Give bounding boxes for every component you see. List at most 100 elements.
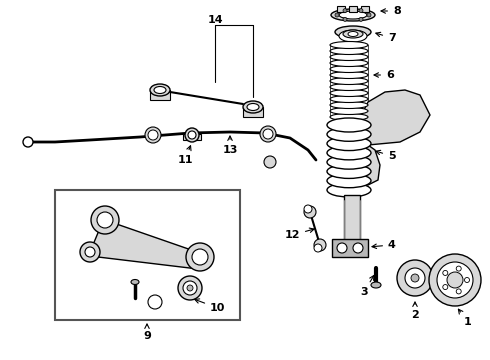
Circle shape [183, 281, 197, 295]
Text: 11: 11 [177, 146, 193, 165]
Ellipse shape [327, 183, 371, 197]
Circle shape [343, 9, 347, 13]
Text: 13: 13 [222, 136, 238, 155]
Circle shape [397, 260, 433, 296]
Circle shape [192, 249, 208, 265]
Text: 12: 12 [285, 228, 314, 240]
Circle shape [353, 243, 363, 253]
Text: 4: 4 [372, 240, 396, 250]
Bar [361, 6, 369, 12]
Ellipse shape [330, 108, 368, 114]
Circle shape [264, 156, 276, 168]
Text: 10: 10 [195, 299, 225, 313]
Ellipse shape [331, 9, 375, 21]
Ellipse shape [330, 54, 368, 60]
Bar [55, 190, 240, 320]
Circle shape [429, 254, 481, 306]
Ellipse shape [339, 11, 367, 19]
Ellipse shape [339, 30, 367, 42]
Ellipse shape [154, 86, 166, 94]
Circle shape [447, 272, 463, 288]
Ellipse shape [327, 174, 371, 188]
Ellipse shape [330, 48, 368, 54]
Circle shape [80, 242, 100, 262]
Ellipse shape [371, 282, 381, 288]
Ellipse shape [330, 72, 368, 78]
Circle shape [178, 276, 202, 300]
Circle shape [97, 212, 113, 228]
Ellipse shape [247, 104, 259, 111]
Circle shape [314, 244, 322, 252]
Ellipse shape [348, 32, 358, 36]
Bar [344, 195, 360, 245]
Bar [330, 45, 368, 117]
Text: 1: 1 [459, 309, 472, 327]
Ellipse shape [330, 90, 368, 96]
Circle shape [304, 206, 316, 218]
Circle shape [411, 274, 419, 282]
Text: 6: 6 [374, 70, 394, 80]
Bar [243, 107, 263, 117]
Ellipse shape [330, 95, 368, 103]
Bar [337, 6, 345, 12]
Text: 2: 2 [411, 302, 419, 320]
Circle shape [263, 129, 273, 139]
Circle shape [260, 126, 276, 142]
Bar [349, 6, 357, 12]
Ellipse shape [243, 101, 263, 113]
Ellipse shape [330, 41, 368, 49]
Circle shape [188, 131, 196, 139]
Ellipse shape [330, 77, 368, 85]
Ellipse shape [330, 102, 368, 108]
Polygon shape [360, 90, 430, 145]
Circle shape [465, 278, 469, 283]
Polygon shape [355, 145, 380, 185]
Circle shape [337, 243, 347, 253]
Ellipse shape [330, 66, 368, 72]
Ellipse shape [327, 165, 371, 179]
Ellipse shape [330, 113, 368, 121]
Circle shape [405, 268, 425, 288]
Ellipse shape [150, 84, 170, 96]
Ellipse shape [327, 136, 371, 150]
Circle shape [359, 17, 363, 21]
Circle shape [148, 295, 162, 309]
Ellipse shape [330, 59, 368, 67]
Ellipse shape [327, 127, 371, 141]
Ellipse shape [335, 26, 371, 38]
Circle shape [314, 239, 326, 251]
Circle shape [343, 17, 347, 21]
Circle shape [185, 128, 199, 142]
Text: 3: 3 [360, 275, 374, 297]
Ellipse shape [131, 279, 139, 284]
Circle shape [456, 266, 461, 271]
Circle shape [23, 137, 33, 147]
Circle shape [437, 262, 473, 298]
Circle shape [148, 130, 158, 140]
Text: 5: 5 [376, 150, 395, 161]
Circle shape [367, 13, 371, 17]
Bar [332, 239, 368, 257]
Bar [183, 134, 201, 140]
Ellipse shape [327, 118, 371, 132]
Bar [150, 90, 170, 100]
Ellipse shape [327, 146, 371, 160]
Circle shape [335, 13, 339, 17]
Polygon shape [90, 220, 200, 269]
Text: 8: 8 [381, 6, 401, 16]
Circle shape [304, 205, 312, 213]
Circle shape [456, 289, 461, 294]
Circle shape [145, 127, 161, 143]
Circle shape [359, 9, 363, 13]
Text: 9: 9 [143, 324, 151, 341]
Circle shape [187, 285, 193, 291]
Ellipse shape [330, 84, 368, 90]
Ellipse shape [343, 30, 363, 38]
Text: 14: 14 [207, 15, 223, 25]
Ellipse shape [327, 155, 371, 169]
Circle shape [91, 206, 119, 234]
Circle shape [186, 243, 214, 271]
Circle shape [85, 247, 95, 257]
Text: 7: 7 [376, 32, 396, 43]
Circle shape [443, 270, 448, 275]
